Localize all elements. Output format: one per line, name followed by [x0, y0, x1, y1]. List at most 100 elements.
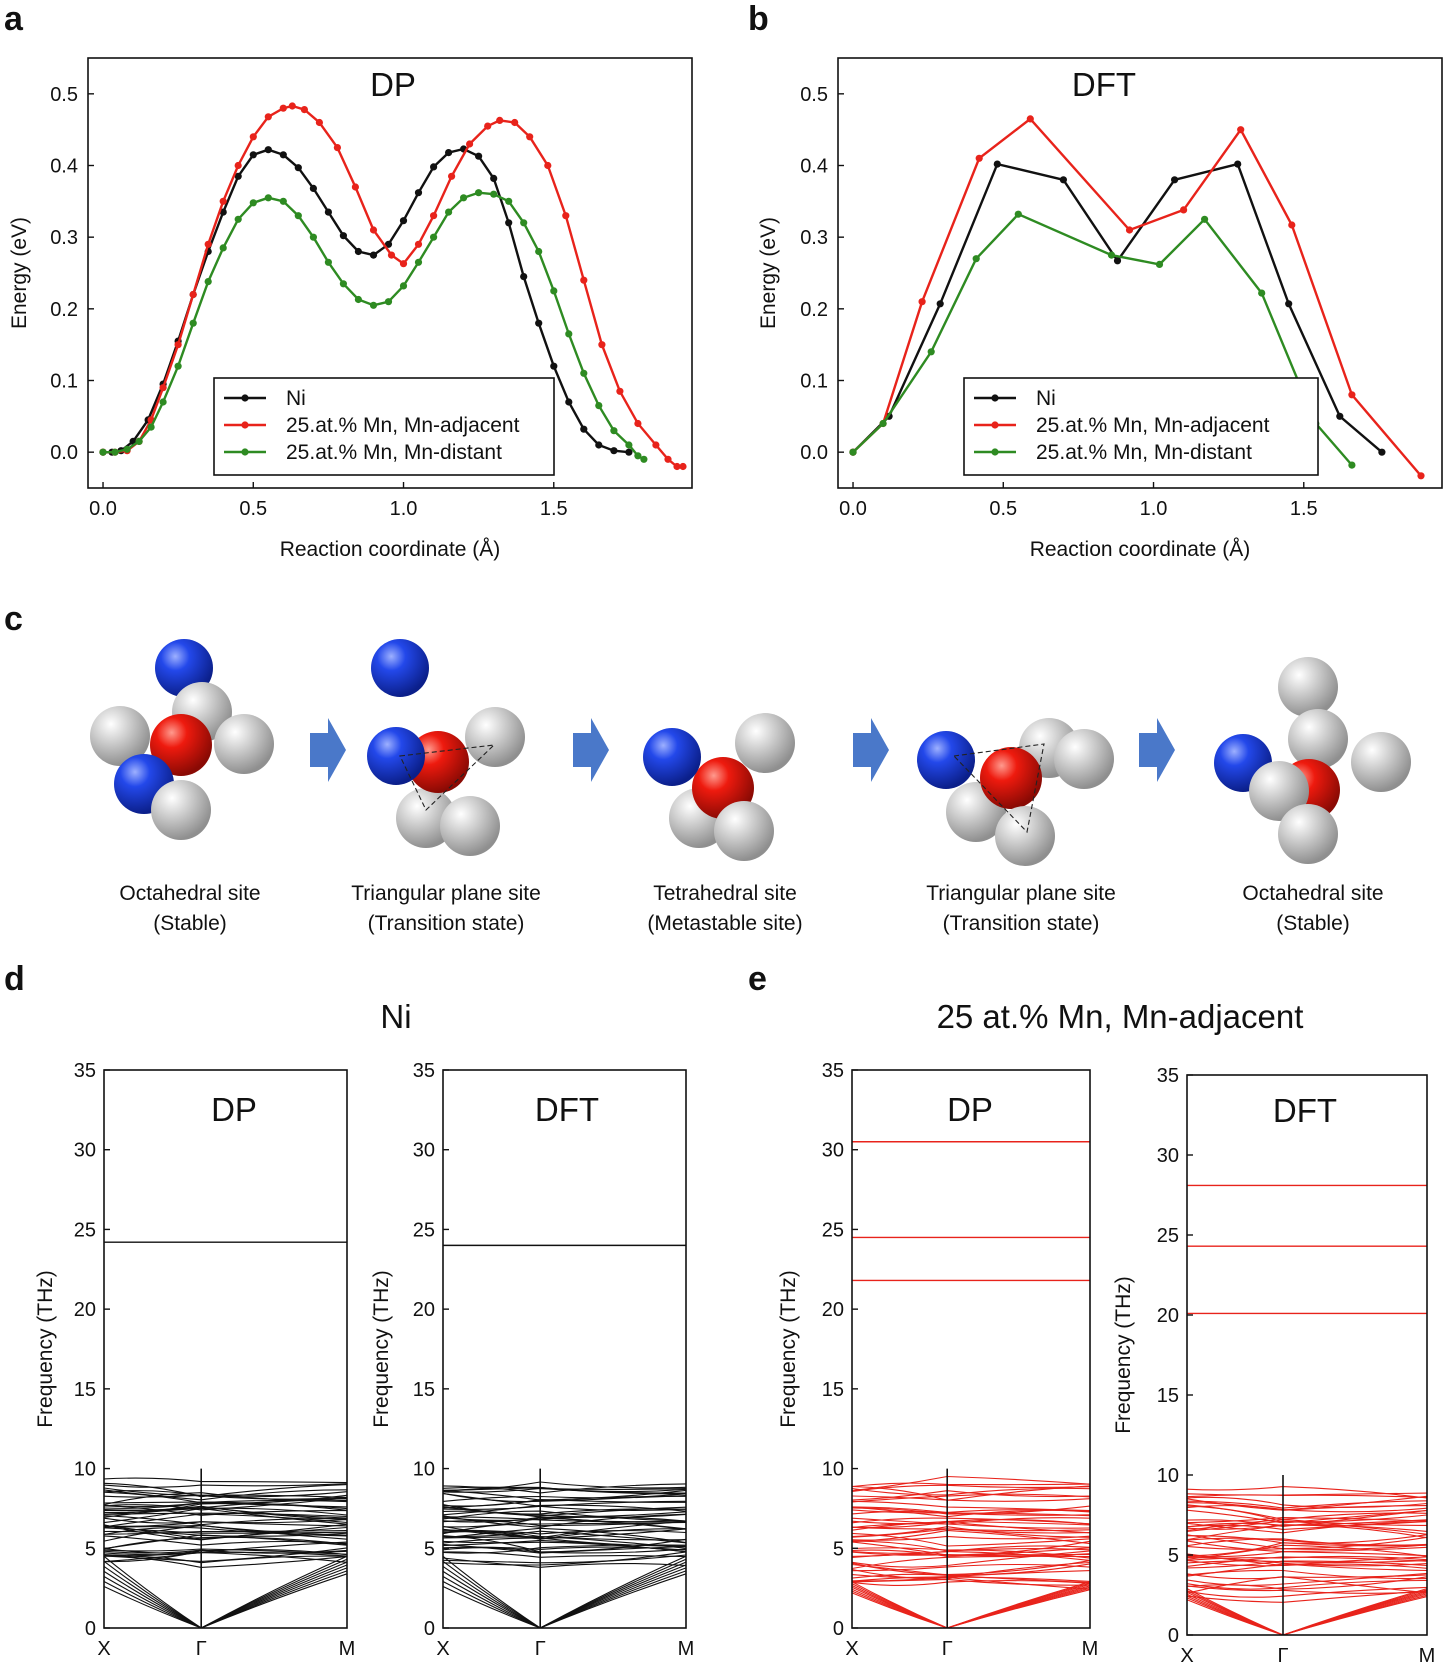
y-tick-label: 0.2 — [50, 299, 78, 321]
axis-ticks: 0 5 10 15 20 25 30 35 X Γ M — [413, 1060, 695, 1660]
data-point — [204, 278, 212, 286]
y-tick-label: 0.0 — [800, 442, 828, 464]
phonon-band — [442, 1530, 687, 1544]
data-point — [595, 402, 603, 410]
x-axis-label: Reaction coordinate (Å) — [280, 538, 501, 561]
x-tick-label: 0.5 — [989, 498, 1017, 520]
phonon-band — [103, 1512, 348, 1517]
y-tick-label: 20 — [413, 1299, 435, 1321]
triangle-plane-marker — [399, 744, 496, 811]
data-point — [1113, 257, 1122, 265]
phonon-band — [103, 1529, 348, 1535]
phonon-band — [103, 1549, 348, 1554]
data-point — [309, 184, 317, 192]
data-point — [1155, 260, 1164, 268]
phonon-band — [103, 1492, 348, 1506]
data-point — [1417, 472, 1425, 480]
x-tick-label: M — [339, 1638, 356, 1660]
phonon-band — [1186, 1556, 1428, 1567]
data-point — [625, 441, 633, 449]
phonon-bands — [1186, 1184, 1428, 1636]
data-point — [445, 149, 453, 157]
chart-title: DFT — [535, 1091, 599, 1128]
phonon-band — [1186, 1563, 1428, 1577]
data-point — [294, 164, 302, 172]
phonon-band — [103, 1523, 348, 1541]
data-point — [625, 448, 633, 456]
data-point — [475, 152, 483, 160]
data-point — [369, 301, 378, 309]
phonon-band — [1186, 1560, 1428, 1569]
data-point — [264, 146, 272, 154]
y-tick-label: 0 — [1168, 1625, 1179, 1647]
y-tick-label: 0.3 — [50, 227, 78, 249]
phonon-band — [442, 1517, 687, 1530]
phonon-band — [1186, 1586, 1428, 1598]
phonon-band — [442, 1486, 687, 1493]
y-tick-label: 0.1 — [50, 371, 78, 393]
y-tick-label: 0.3 — [800, 227, 828, 249]
y-tick-label: 5 — [85, 1538, 96, 1560]
data-point — [1107, 251, 1116, 259]
data-point — [505, 219, 513, 227]
phonon-band — [442, 1554, 687, 1564]
phonon-band — [103, 1555, 348, 1564]
data-point — [1237, 126, 1245, 134]
data-point — [535, 319, 543, 327]
data-point — [1201, 215, 1209, 223]
acoustic-branch — [1282, 1588, 1428, 1636]
data-point — [562, 212, 570, 220]
data-point — [550, 362, 558, 370]
x-tick-label: M — [1082, 1638, 1099, 1660]
y-tick-label: 35 — [74, 1060, 96, 1082]
data-point — [294, 212, 302, 220]
y-axis-label: Frequency (THz) — [1112, 1276, 1135, 1434]
axis-ticks: 0.0 0.5 1.0 1.5 0.0 0.1 0.2 0.3 0.4 0.5 — [800, 84, 1317, 520]
data-point — [490, 174, 498, 182]
data-point — [520, 273, 528, 281]
y-axis-label: Energy (eV) — [8, 217, 31, 329]
phonon-band — [103, 1477, 348, 1484]
data-point — [414, 240, 423, 248]
site-name: Octahedral site — [119, 882, 260, 905]
data-point — [135, 437, 143, 445]
solute-atom — [643, 728, 701, 786]
data-point — [550, 287, 558, 295]
phonon-band — [442, 1481, 687, 1492]
y-tick-label: 0.4 — [50, 156, 78, 178]
legend-box — [963, 377, 1319, 476]
legend-entry: Ni — [1036, 387, 1056, 410]
phonon-band — [442, 1516, 687, 1522]
phonon-band — [103, 1535, 348, 1546]
data-point — [975, 154, 983, 162]
legend-entry: 25.at.% Mn, Mn-adjacent — [1036, 414, 1270, 437]
data-point — [399, 260, 408, 268]
y-tick-label: 15 — [822, 1379, 844, 1401]
y-tick-label: 0.4 — [800, 156, 828, 178]
phonon-band — [1186, 1572, 1428, 1586]
phonon-band — [442, 1483, 687, 1494]
chart-title: DFT — [1072, 66, 1136, 103]
data-point — [580, 369, 588, 377]
phonon-band — [1186, 1504, 1428, 1521]
host-atom — [1278, 657, 1338, 717]
x-tick-label: M — [1419, 1645, 1436, 1666]
data-point — [565, 398, 573, 406]
host-atom — [995, 806, 1055, 866]
y-tick-label: 15 — [1157, 1385, 1179, 1407]
acoustic-branch — [947, 1581, 1091, 1629]
data-point — [1234, 160, 1242, 168]
data-point — [475, 189, 483, 197]
phonon-band — [442, 1504, 687, 1515]
data-point — [159, 384, 167, 392]
series-group — [99, 102, 687, 471]
data-point — [565, 330, 573, 338]
host-atom — [214, 714, 274, 774]
y-axis-label: Frequency (THz) — [777, 1270, 800, 1428]
phonon-band — [1186, 1496, 1428, 1508]
phonon-band — [442, 1516, 687, 1523]
y-tick-label: 30 — [413, 1140, 435, 1162]
phonon-band — [1186, 1509, 1428, 1528]
data-point — [496, 116, 504, 124]
legend: Ni 25.at.% Mn, Mn-adjacent 25.at.% Mn, Mn-… — [213, 377, 555, 476]
